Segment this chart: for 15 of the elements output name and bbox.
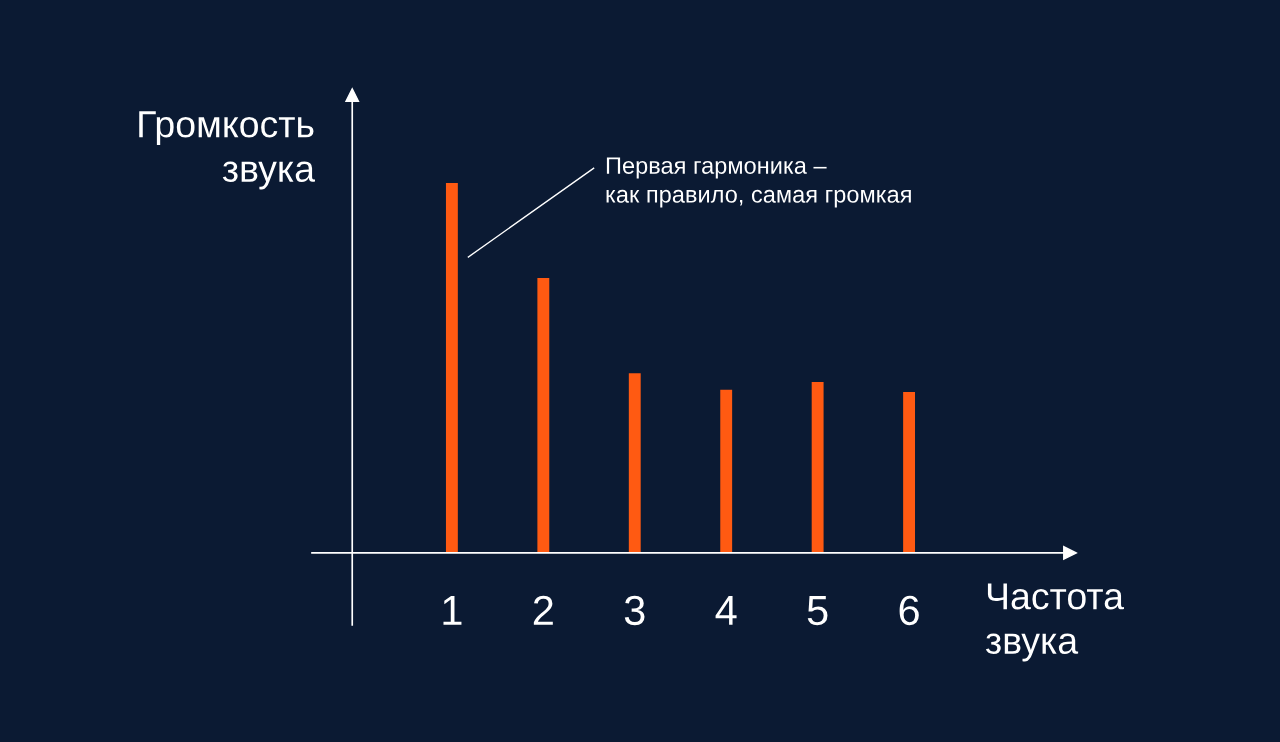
y-axis-title: Громкость звука [139,111,315,190]
x-tick-label: 6 [899,595,919,626]
bar [628,373,641,553]
x-tick-label: 4 [715,596,737,625]
x-tick-label: 2 [533,595,553,625]
bar [903,391,916,553]
bar [811,382,824,553]
x-tick-label: 1 [443,596,462,625]
bar [445,183,458,553]
x-tick-label: 5 [807,596,828,626]
bar [720,389,733,553]
x-axis-title: Частота звука [985,583,1124,662]
x-tick-label: 3 [624,595,645,626]
bar [537,278,550,553]
annotation: Первая гармоника – как правило, самая громкая [606,157,911,208]
